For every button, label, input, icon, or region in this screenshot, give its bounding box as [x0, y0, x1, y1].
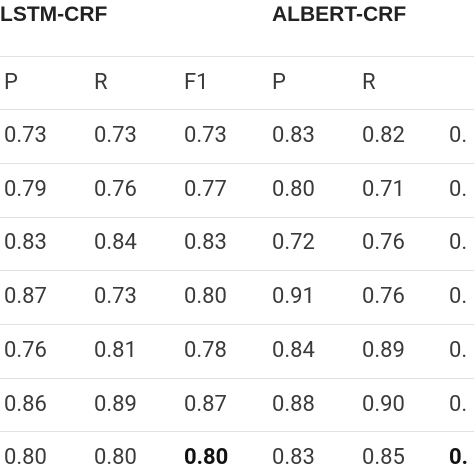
row-rule [0, 323, 474, 325]
row-rule [0, 162, 474, 164]
row-rule [0, 216, 474, 218]
cell: 0.85 [362, 445, 405, 471]
column-header: R [94, 70, 108, 95]
cell: 0.87 [4, 284, 47, 310]
cell: 0.81 [94, 337, 137, 363]
cell: 0.76 [362, 230, 405, 256]
group-header: LSTM-CRF [0, 3, 108, 26]
cell: 0.77 [184, 176, 227, 202]
cell: 0. [449, 123, 468, 148]
cell: 0. [449, 230, 468, 256]
cell: 0. [449, 391, 468, 417]
cell: 0.73 [4, 123, 47, 148]
cell: 0.71 [362, 176, 405, 202]
cell: 0.78 [184, 337, 227, 363]
cell: 0.90 [362, 391, 405, 417]
cell: 0. [449, 176, 468, 202]
cell: 0.80 [94, 445, 137, 471]
cell: 0.73 [184, 123, 227, 148]
cell: 0.80 [4, 445, 47, 471]
cell: 0.72 [272, 230, 315, 256]
cell: 0. [449, 445, 469, 471]
row-rule [0, 377, 474, 379]
row-rule [0, 109, 474, 111]
row-rule [0, 56, 474, 57]
cell: 0. [449, 337, 468, 363]
cell: 0.83 [4, 230, 47, 256]
cell: 0. [449, 284, 468, 310]
cell: 0.89 [362, 337, 405, 363]
cell: 0.83 [184, 230, 227, 256]
cell: 0.80 [184, 445, 229, 471]
cell: 0.76 [4, 337, 47, 363]
cell: 0.87 [184, 391, 227, 417]
cell: 0.79 [4, 176, 47, 202]
cell: 0.89 [94, 391, 137, 417]
row-rule [0, 431, 474, 433]
group-header: ALBERT-CRF [272, 3, 407, 26]
cell: 0.91 [272, 284, 315, 310]
cell: 0.83 [272, 445, 315, 471]
column-header: P [272, 70, 286, 95]
cell: 0.84 [94, 230, 137, 256]
column-header: P [4, 70, 18, 95]
cell: 0.88 [272, 391, 315, 417]
column-header: R [362, 70, 376, 95]
cell: 0.73 [94, 123, 137, 148]
cell: 0.76 [94, 176, 137, 202]
cell: 0.80 [272, 176, 315, 202]
cell: 0.73 [94, 284, 137, 310]
cell: 0.76 [362, 284, 405, 310]
cell: 0.86 [4, 391, 47, 417]
cell: 0.80 [184, 284, 227, 310]
column-header: F1 [184, 70, 209, 95]
cell: 0.83 [272, 123, 315, 148]
row-rule [0, 270, 474, 272]
cell: 0.82 [362, 123, 405, 148]
cell: 0.84 [272, 337, 315, 363]
